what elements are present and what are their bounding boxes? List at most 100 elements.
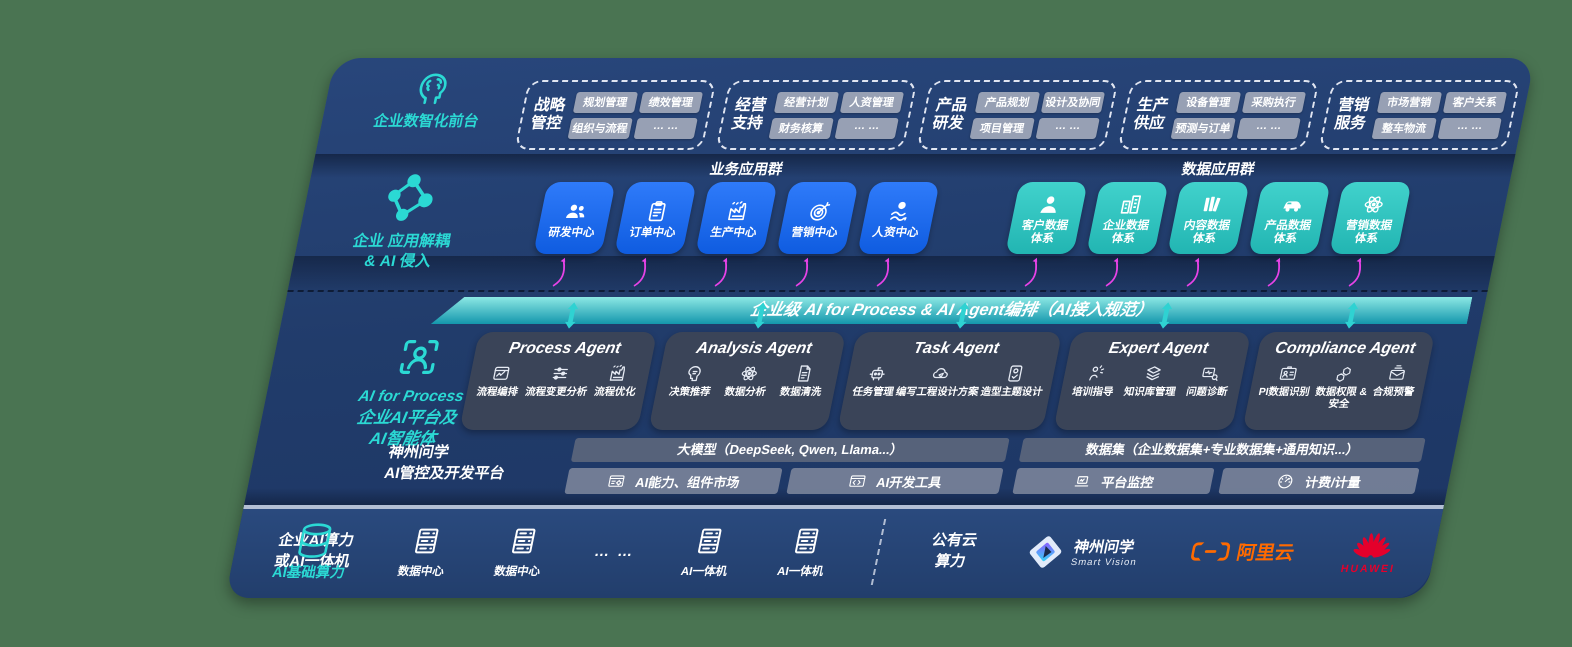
group-pills: 经营计划 人资管理 财务核算 … … [768, 91, 905, 139]
node-label: AI一体机 [775, 565, 825, 578]
pill: … … [1236, 117, 1301, 139]
code-window-icon [846, 472, 869, 491]
agent-item-label: 数据权限 & 安全 [1314, 387, 1369, 410]
orchestration-bar: 企业级 AI for Process & AI Agent编排（AI接入规范） [431, 297, 1472, 324]
chart-box-icon [488, 363, 513, 384]
alibaba-bracket-icon [1190, 542, 1230, 561]
flow-arrow-icon [1104, 255, 1126, 289]
flow-arrow-icon [1347, 255, 1369, 289]
agent-items: 培训指导 知识库管理 问题诊断 [1061, 363, 1238, 425]
app-layer-label: 企业 应用解耦 & AI 侵入 [309, 170, 502, 272]
pill: 客户关系 [1442, 91, 1508, 113]
team-icon [561, 199, 591, 224]
pill: … … [1035, 117, 1100, 139]
tile-production-center: 生产中心 [695, 182, 778, 254]
infra-title: AI基础算力 [270, 565, 347, 582]
cell-label: 平台监控 [1100, 474, 1156, 490]
sliders-icon [547, 363, 572, 384]
agent-item: 流程编排 [475, 363, 523, 399]
pill: 产品规划 [974, 91, 1040, 113]
diamond-logo-icon [1029, 535, 1061, 568]
agent-items: 任务管理 编写工程设计方案 造型主题设计 [846, 363, 1049, 425]
agent-item: 知识库管理 [1123, 363, 1182, 399]
head-idea-icon [681, 363, 706, 384]
agent-name: Analysis Agent [694, 340, 814, 357]
tile-label: 内容数据 体系 [1182, 220, 1232, 245]
factory-icon [606, 363, 631, 384]
pill: 规划管理 [572, 91, 638, 113]
tile: 内容数据 体系 [1167, 182, 1250, 254]
logo-name: 神州问学 [1072, 538, 1136, 556]
pill: 财务核算 [768, 117, 834, 139]
agent-item-label: 数据清洗 [778, 387, 823, 398]
agent-item: 数据权限 & 安全 [1312, 363, 1373, 411]
smart-vision-logo: 神州问学 Smart Vision [1021, 532, 1143, 572]
datacenter-node: 数据中心 [493, 525, 550, 579]
gauge-icon [1274, 472, 1297, 491]
tile-rnd-center: 研发中心 [533, 182, 616, 254]
logo-subtitle: Smart Vision [1069, 556, 1138, 568]
tile-label: 订单中心 [628, 226, 677, 239]
molecule-icon [377, 170, 444, 226]
flow-arrow-icon [875, 255, 897, 289]
infra-content: AI基础算力 企业AI算力 或AI一体机 数据中心 数据中心 … … AI一体机 [225, 509, 1443, 598]
agent-item-label: 培训指导 [1070, 387, 1115, 398]
data-group-title: 数据应用群 [1180, 162, 1257, 178]
group-title: 产品 研发 [930, 97, 970, 132]
pill: 设备管理 [1175, 91, 1241, 113]
cell-label: AI开发工具 [875, 474, 944, 490]
tile-label: 企业数据 体系 [1101, 220, 1151, 245]
node-label: 数据中心 [396, 565, 446, 578]
atom-icon [736, 363, 761, 384]
cloud-edit-icon [928, 363, 953, 384]
person-icon [1034, 192, 1064, 217]
flow-arrow-icon [713, 255, 735, 289]
agent-item: 合规预警 [1371, 363, 1419, 399]
pill: 预测与订单 [1170, 117, 1236, 139]
logo-name: 阿里云 [1234, 543, 1296, 564]
tile: 人资中心 [857, 182, 940, 254]
front-layer-title: 企业数智化前台 [371, 113, 481, 130]
node-label: AI一体机 [679, 565, 729, 578]
ai-appliance-node: AI一体机 [776, 525, 833, 579]
agent-item: 流程变更分析 [524, 363, 593, 399]
document-icon [792, 363, 817, 384]
group-pills: 市场营销 客户关系 整车物流 … … [1371, 91, 1508, 139]
agent-items: 流程编排 流程变更分析 流程优化 [467, 363, 644, 425]
books-icon [1196, 192, 1226, 217]
pill: 设计及协同 [1040, 91, 1106, 113]
front-groups: 战略 管控 规划管理 绩效管理 组织与流程 … … 经营 支持 经营计划 人资管… [514, 80, 1521, 150]
tile: 研发中心 [533, 182, 616, 254]
agent-item-label: 知识库管理 [1122, 387, 1177, 398]
tile-label: 研发中心 [547, 226, 596, 239]
group-title: 经营 支持 [729, 97, 769, 132]
front-group-production: 生产 供应 设备管理 采购执行 预测与订单 … … [1117, 80, 1320, 150]
pill: 项目管理 [969, 117, 1035, 139]
agent-item: 任务管理 [851, 363, 899, 399]
model-group: 大模型（DeepSeek, Qwen, Llama...） AI能力、组件市场 … [564, 438, 1010, 494]
tile-label: 生产中心 [709, 226, 758, 239]
alibaba-cloud-logo: 阿里云 [1186, 538, 1297, 565]
car-icon [1277, 192, 1307, 217]
infra-band: AI基础算力 企业AI算力 或AI一体机 数据中心 数据中心 … … AI一体机 [225, 505, 1445, 598]
agent-analysis: Analysis Agent 决策推荐 数据分析 数据清洗 [648, 332, 847, 430]
atom-icon [1358, 192, 1388, 217]
flow-arrow-icon [1185, 255, 1207, 289]
cell-billing: 计费/计量 [1217, 468, 1420, 494]
agent-item: 决策推荐 [668, 363, 716, 399]
tile: 营销数据 体系 [1329, 182, 1412, 254]
agent-item: 数据清洗 [779, 363, 827, 399]
agent-item-label: 流程变更分析 [523, 387, 589, 398]
tile: 企业数据 体系 [1086, 182, 1169, 254]
group-pills: 规划管理 绩效管理 组织与流程 … … [567, 91, 704, 139]
agent-item-label: 合规预警 [1371, 387, 1416, 398]
dataset-group: 数据集（企业数据集+专业数据集+通用知识...） 平台监控 计费/计量 [1012, 438, 1426, 494]
pill: 采购执行 [1241, 91, 1307, 113]
tile-enterprise-data: 企业数据 体系 [1086, 182, 1169, 254]
infra-label: AI基础算力 [270, 520, 355, 583]
tile: 订单中心 [614, 182, 697, 254]
cell-label: 计费/计量 [1303, 474, 1363, 490]
flow-arrow-icon [1023, 255, 1045, 289]
pill: 经营计划 [773, 91, 839, 113]
building-icon [1115, 192, 1145, 217]
